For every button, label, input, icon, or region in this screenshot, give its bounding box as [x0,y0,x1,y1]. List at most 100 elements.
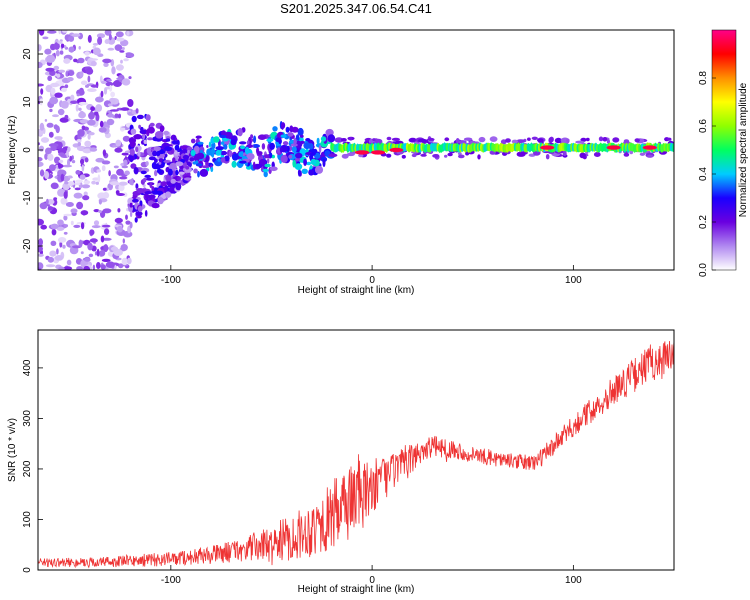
band-blob [215,146,224,151]
noise-blob [44,119,48,122]
y-tick-label: -20 [22,238,33,253]
noise-blob [38,61,43,69]
x-tick-label: -100 [161,275,181,286]
band-halo [554,137,563,144]
noise-blob [74,182,81,186]
noise-blob [108,33,112,41]
snr-panel: -100 0 100 0 100 200 300 400 Height of straigh… [7,329,675,595]
noise-blob [49,96,59,105]
band-blob [255,163,263,169]
cluster-blob [151,202,160,209]
band-halo [537,138,544,143]
noise-blob [38,30,45,36]
noise-blob [40,224,47,230]
band-blob [250,134,254,139]
band-blob [244,146,250,155]
band-halo [478,136,486,143]
noise-blob [60,100,69,109]
noise-blob [87,75,91,83]
noise-blob [123,159,128,167]
noise-blob [106,78,112,82]
band-halo [408,137,417,143]
noise-blob [75,179,83,183]
noise-blob [120,59,123,64]
colorbar: 0.0 0.2 0.4 0.6 0.8 Normalized spectral ampl… [698,29,749,277]
cluster-blob [164,146,173,152]
noise-blob [71,33,81,37]
noise-blob [101,165,106,172]
cluster-blob [180,145,188,149]
cluster-blob [163,130,170,136]
noise-blob [66,259,72,266]
noise-blob [89,147,98,152]
noise-blob [47,75,53,82]
snr-plot-area [38,330,674,570]
noise-blob [52,114,59,118]
noise-blob [100,264,106,270]
band-blob [210,166,214,172]
band-halo [444,154,448,158]
band-blob [275,137,281,142]
cluster-blob [149,182,153,189]
cluster-blob [129,211,133,218]
noise-blob [75,170,81,175]
noise-blob [63,213,72,217]
band-halo [458,154,465,159]
noise-blob [114,217,123,224]
noise-blob [38,238,43,247]
noise-blob [103,244,109,253]
noise-blob [47,30,57,34]
noise-blob [64,114,69,119]
cluster-blob [144,210,148,217]
cluster-blob [129,221,133,229]
noise-blob [71,160,76,164]
noise-blob [82,195,90,201]
cluster-blob [144,191,153,195]
noise-blob [49,164,56,172]
noise-blob [55,125,60,134]
noise-blob [83,265,90,270]
noise-blob [79,174,86,180]
noise-blob [38,142,41,146]
noise-blob [64,181,69,185]
noise-blob [53,42,60,50]
noise-blob [119,50,125,53]
band-halo [566,138,570,143]
noise-blob [61,87,67,93]
band-blob [272,126,278,132]
noise-blob [116,77,123,80]
cluster-blob [152,150,158,157]
band-blob [223,144,228,150]
noise-blob [54,255,64,261]
noise-blob [95,157,105,163]
noise-blob [80,222,85,230]
noise-blob [89,238,98,243]
noise-blob [75,104,79,112]
noise-blob [44,48,52,55]
band-blob [205,161,209,166]
noise-blob [92,264,96,270]
band-blob [193,168,198,174]
cluster-blob [138,124,142,129]
cluster-blob [135,108,139,114]
band-blob [267,158,270,164]
x-tick-label: -100 [161,575,181,586]
band-blob [308,169,315,176]
noise-blob [54,156,61,164]
noise-blob [87,88,97,92]
cluster-blob [182,154,190,160]
cluster-blob [134,217,138,223]
noise-blob [65,202,74,207]
noise-blob [59,241,63,248]
band-core [671,143,674,152]
x-tick-label: 0 [369,275,375,286]
noise-blob [62,164,72,168]
snr-y-ticks: 0 100 200 300 400 [22,359,43,573]
noise-blob [123,58,129,62]
y-tick-label: 0 [22,567,33,573]
noise-blob [63,58,71,64]
noise-blob [76,201,84,210]
noise-blob [113,165,119,169]
band-halo [386,136,392,141]
band-halo [417,138,427,143]
